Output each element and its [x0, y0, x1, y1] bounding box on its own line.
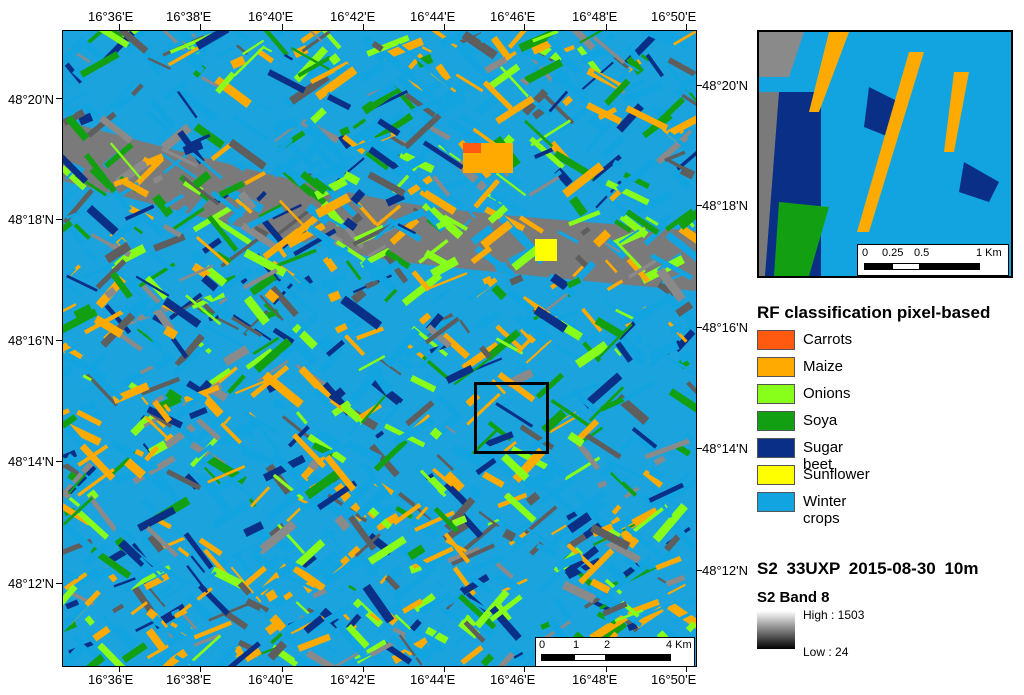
band-title: S2 Band 8	[757, 589, 830, 606]
band-high-label: High : 1503	[803, 608, 865, 622]
lon-label: 16°36'E	[88, 672, 134, 687]
lat-label: 48°18'N	[702, 198, 748, 213]
legend-label: Winter crops	[803, 493, 847, 527]
lon-label: 16°48'E	[572, 9, 618, 24]
band-low-label: Low : 24	[803, 645, 849, 659]
lon-label: 16°46'E	[490, 9, 536, 24]
lon-label: 16°46'E	[490, 672, 536, 687]
legend-label: Sugar beet	[803, 439, 844, 473]
lon-label: 16°38'E	[166, 672, 212, 687]
classification-map[interactable]: 0 1 2 4 Km	[62, 30, 697, 667]
lon-label: 16°50'E	[651, 9, 697, 24]
lon-label: 16°44'E	[410, 672, 456, 687]
lon-label: 16°48'E	[572, 672, 618, 687]
lon-label: 16°40'E	[248, 672, 294, 687]
lon-label: 16°36'E	[88, 9, 134, 24]
main-scalebar: 0 1 2 4 Km	[535, 637, 695, 666]
lon-label: 16°50'E	[651, 672, 697, 687]
lat-label: 48°14'N	[8, 454, 54, 469]
legend-label: Maize	[803, 358, 844, 375]
lat-label: 48°14'N	[702, 441, 748, 456]
legend-title: RF classification pixel-based	[757, 303, 991, 322]
band-colorramp	[757, 611, 795, 649]
inset-map[interactable]: 0 0.25 0.5 1 Km	[757, 30, 1013, 278]
legend-swatch	[757, 465, 795, 485]
inset-extent-box	[474, 382, 549, 454]
lat-label: 48°20'N	[702, 78, 748, 93]
lat-label: 48°16'N	[702, 320, 748, 335]
map-fields	[63, 31, 696, 666]
legend-swatch	[757, 384, 795, 404]
inset-fields	[759, 32, 999, 276]
lat-label: 48°12'N	[702, 563, 748, 578]
legend-label: Carrots	[803, 331, 853, 348]
legend-swatch	[757, 411, 795, 431]
legend-swatch	[757, 357, 795, 377]
legend-label: Sunflower	[803, 466, 870, 483]
lon-label: 16°44'E	[410, 9, 456, 24]
lat-label: 48°12'N	[8, 576, 54, 591]
legend-swatch	[757, 438, 795, 458]
legend-swatch	[757, 492, 795, 512]
lat-label: 48°16'N	[8, 333, 54, 348]
lat-label: 48°18'N	[8, 212, 54, 227]
lon-label: 16°42'E	[330, 9, 376, 24]
lon-label: 16°40'E	[248, 9, 294, 24]
legend-swatch	[757, 330, 795, 350]
scene-info: S2 33UXP 2015-08-30 10m	[757, 559, 979, 578]
lat-label: 48°20'N	[8, 92, 54, 107]
lon-label: 16°42'E	[330, 672, 376, 687]
legend-label: Soya	[803, 412, 838, 429]
inset-scalebar: 0 0.25 0.5 1 Km	[857, 244, 1009, 276]
lon-label: 16°38'E	[166, 9, 212, 24]
legend-label: Onions	[803, 385, 851, 402]
